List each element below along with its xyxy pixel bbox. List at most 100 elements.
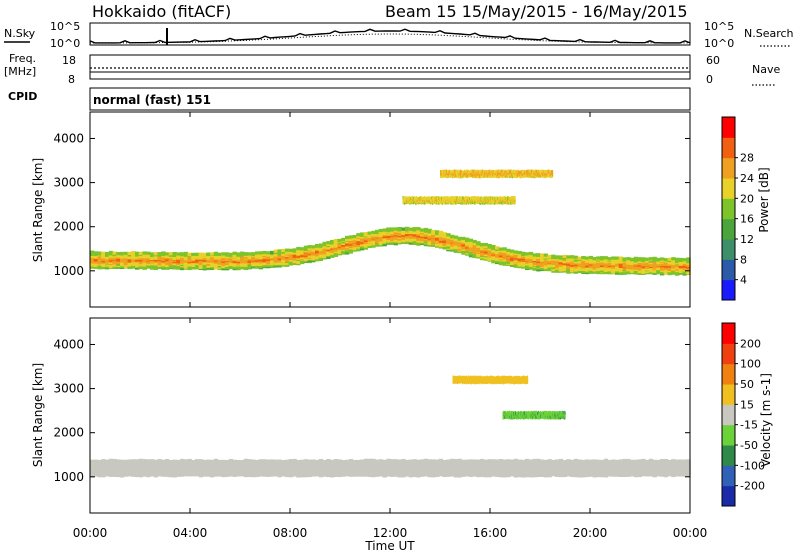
range-gate-cell [217,261,222,265]
range-gate-cell [514,201,516,205]
range-gate-cell [446,243,451,247]
range-gate-cell [285,468,290,472]
range-gate-cell [341,237,346,242]
range-gate-cell [262,465,267,469]
range-gate-cell [466,174,468,179]
range-gate-cell [508,169,510,173]
range-gate-cell [191,462,196,466]
range-gate-cell [607,257,612,261]
range-gate-cell [515,169,518,174]
range-gate-cell [455,196,457,200]
range-gate-cell [686,267,691,271]
range-gate-cell [382,232,387,236]
range-gate-cell [315,243,320,248]
range-gate-cell [462,196,464,200]
range-gate-cell [405,196,407,200]
range-gate-cell [530,173,532,177]
range-gate-cell [333,460,339,465]
range-gate-cell [202,468,207,472]
range-gate-cell [146,465,151,469]
range-gate-cell [462,172,464,176]
range-gate-cell [528,169,530,173]
range-gate-cell [514,172,516,176]
range-gate-cell [495,196,497,200]
range-gate-cell [521,169,523,173]
range-gate-cell [453,174,455,179]
noise-left-tick-bottom: 10^0 [50,37,80,50]
range-gate-cell [462,170,464,174]
range-gate-cell [495,246,500,250]
range-gate-cell [504,171,506,175]
range-gate-cell [228,252,234,257]
range-gate-cell [101,251,106,255]
range-gate-cell [101,459,106,463]
range-gate-cell [535,169,537,173]
range-gate-cell [543,253,549,257]
range-gate-cell [273,469,279,473]
range-gate-cell [443,196,445,200]
range-gate-cell [495,259,500,263]
range-gate-cell [573,258,579,262]
range-gate-cell [93,459,99,463]
colorbar-tick-label: 28 [740,152,754,165]
range-gate-cell [432,200,435,204]
range-gate-cell [478,196,480,201]
range-gate-cell [536,264,541,269]
range-gate-cell [447,201,449,205]
range-gate-cell [195,259,200,263]
range-gate-cell [502,251,507,255]
range-gate-cell [202,466,207,470]
range-gate-cell [410,196,412,201]
range-gate-cell [451,169,453,174]
range-gate-cell [318,251,324,255]
range-gate-cell [507,196,509,200]
range-gate-cell [626,263,631,268]
range-gate-cell [243,465,249,469]
range-gate-cell [524,174,526,178]
range-gate-cell [488,199,490,203]
range-gate-cell [213,251,219,255]
range-gate-cell [513,170,515,174]
range-gate-cell [116,464,121,468]
range-gate-cell [367,458,372,462]
range-gate-cell [413,200,415,204]
range-gate-cell [444,173,447,178]
range-gate-cell [487,170,490,174]
range-gate-cell [345,242,350,246]
range-gate-cell [463,196,465,201]
range-gate-cell [530,170,532,174]
range-gate-cell [618,271,624,276]
range-gate-cell [637,259,642,263]
range-gate-cell [652,258,657,262]
range-gate-cell [482,172,484,177]
range-gate-cell [456,172,458,177]
range-gate-cell [217,258,222,262]
range-gate-cell [127,251,132,255]
range-gate-cell [255,251,260,255]
range-gate-cell [255,467,260,471]
range-gate-cell [352,468,357,472]
range-gate-cell [213,460,219,465]
range-gate-cell [462,199,465,203]
range-gate-cell [487,200,489,204]
colorbar-swatch [722,137,735,159]
range-gate-cell [101,468,106,473]
range-gate-cell [458,175,460,179]
range-gate-cell [221,473,226,478]
range-gate-cell [510,196,513,200]
range-gate-cell [570,255,575,259]
range-gate-cell [682,258,687,262]
range-gate-cell [431,196,433,200]
range-gate-cell [481,200,483,204]
range-gate-cell [247,265,252,269]
range-gate-cell [425,198,427,202]
range-gate-cell [501,175,504,179]
range-gate-cell [300,259,305,263]
range-gate-cell [489,169,492,173]
range-gate-cell [491,258,496,262]
range-gate-cell [240,460,245,464]
range-gate-cell [210,462,215,466]
range-gate-cell [423,242,429,246]
range-gate-cell [210,474,215,478]
range-gate-cell [517,169,519,173]
